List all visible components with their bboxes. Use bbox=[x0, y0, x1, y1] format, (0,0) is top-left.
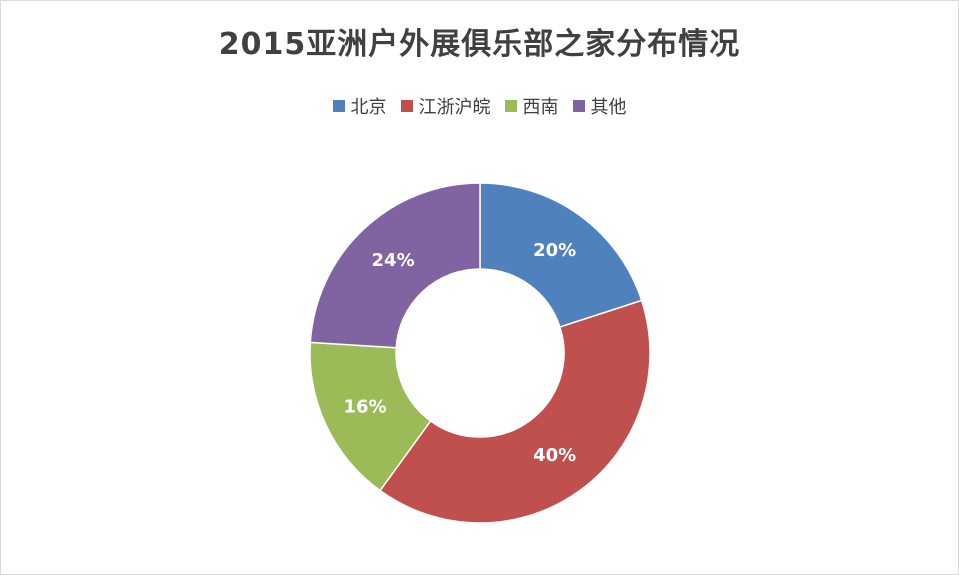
legend-item-jiangzhehuwan: 江浙沪皖 bbox=[400, 93, 491, 119]
legend: 北京 江浙沪皖 西南 其他 bbox=[1, 93, 958, 119]
slice-label-qita: 24% bbox=[372, 250, 415, 271]
legend-swatch-jiangzhehuwan bbox=[400, 100, 413, 112]
slice-label-jiangzhehuwan: 40% bbox=[533, 445, 576, 466]
chart-title: 2015亚洲户外展俱乐部之家分布情况 bbox=[218, 27, 741, 62]
legend-item-beijing: 北京 bbox=[332, 93, 387, 119]
slice-jiangzhehuwan bbox=[379, 299, 651, 524]
slice-label-beijing: 20% bbox=[533, 240, 576, 261]
legend-label-xinan: 西南 bbox=[522, 97, 559, 118]
legend-swatch-qita bbox=[572, 100, 585, 112]
legend-label-jiangzhehuwan: 江浙沪皖 bbox=[418, 97, 491, 118]
slice-beijing bbox=[479, 182, 643, 328]
slice-label-xinan: 16% bbox=[344, 397, 387, 418]
slice-qita bbox=[309, 182, 481, 349]
legend-item-xinan: 西南 bbox=[504, 93, 559, 119]
legend-swatch-beijing bbox=[332, 100, 345, 112]
legend-item-qita: 其他 bbox=[572, 93, 627, 119]
legend-swatch-xinan bbox=[504, 100, 517, 112]
legend-label-qita: 其他 bbox=[590, 97, 627, 118]
legend-label-beijing: 北京 bbox=[350, 97, 387, 118]
